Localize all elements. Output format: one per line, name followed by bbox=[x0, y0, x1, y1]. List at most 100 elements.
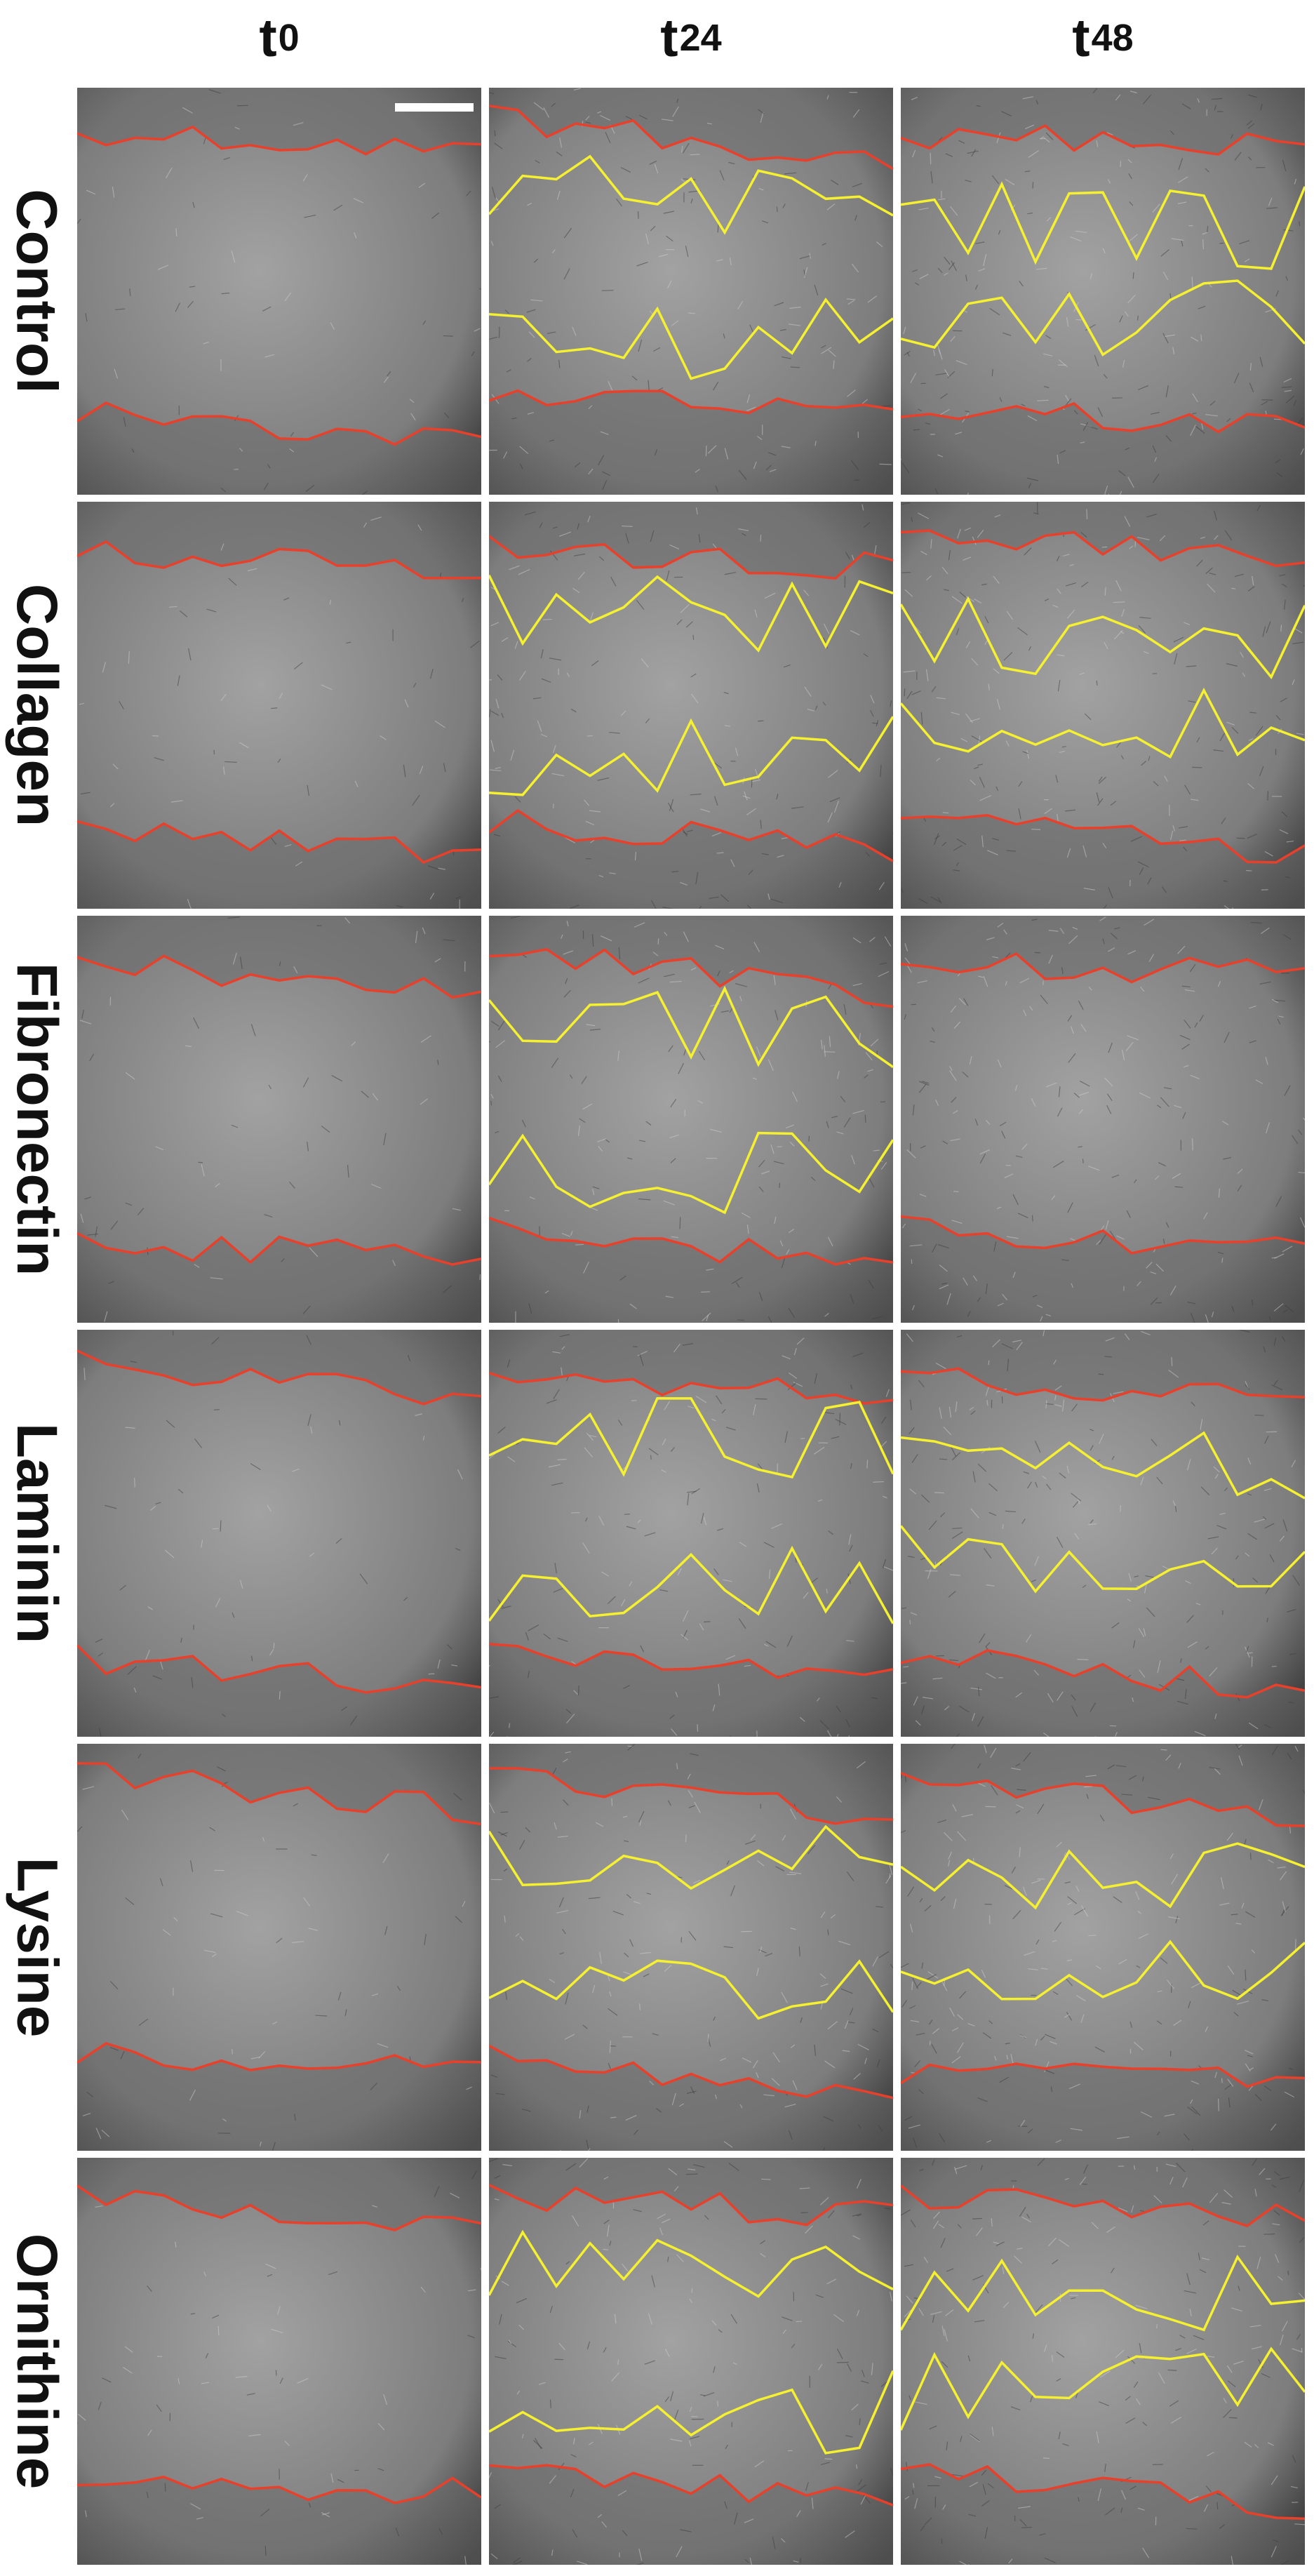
cell-texture bbox=[1014, 2255, 1022, 2264]
cell-texture bbox=[1209, 401, 1216, 406]
initial-edge-bottom bbox=[489, 2044, 893, 2100]
cell-texture bbox=[1120, 630, 1125, 634]
cell-texture bbox=[867, 295, 878, 303]
cell-texture bbox=[1059, 1472, 1066, 1479]
cell-texture bbox=[873, 1149, 880, 1152]
cell-texture bbox=[1279, 2335, 1284, 2346]
cell-texture bbox=[648, 1448, 659, 1455]
cell-texture bbox=[687, 1490, 697, 1493]
cell-texture bbox=[1220, 1877, 1224, 1890]
cell-texture bbox=[1146, 1262, 1153, 1269]
cell-texture bbox=[774, 302, 784, 307]
cell-texture bbox=[177, 2377, 180, 2384]
cell-texture bbox=[676, 2546, 683, 2558]
cell-texture bbox=[723, 2141, 733, 2148]
cell-texture bbox=[1043, 1330, 1045, 1337]
cell-texture bbox=[1152, 474, 1160, 483]
cell-texture bbox=[443, 763, 446, 773]
cell-monolayer-bottom bbox=[489, 390, 893, 495]
cell-texture bbox=[690, 967, 697, 971]
cell-texture bbox=[786, 1249, 790, 1255]
cell-texture bbox=[217, 2325, 220, 2336]
cell-texture bbox=[557, 1637, 568, 1642]
cell-texture bbox=[1117, 2136, 1129, 2140]
cell-texture bbox=[968, 2514, 976, 2517]
cell-texture bbox=[528, 331, 535, 338]
cell-texture bbox=[739, 2104, 743, 2109]
cell-texture bbox=[1187, 1301, 1196, 1304]
cell-texture bbox=[572, 2529, 578, 2538]
cell-texture bbox=[1110, 933, 1118, 940]
cell-monolayer-top bbox=[77, 916, 481, 998]
cell-texture bbox=[598, 1146, 603, 1152]
cell-texture bbox=[789, 307, 801, 309]
cell-texture bbox=[948, 1860, 951, 1867]
cell-texture bbox=[1265, 1587, 1270, 1594]
cell-texture bbox=[758, 109, 765, 114]
cell-texture bbox=[703, 1516, 707, 1526]
cell-texture bbox=[666, 235, 673, 242]
cell-texture bbox=[803, 1591, 809, 1599]
cell-texture bbox=[211, 1337, 220, 1344]
cell-texture bbox=[1235, 1555, 1239, 1560]
cell-texture bbox=[1102, 843, 1107, 848]
cell-texture bbox=[977, 1763, 981, 1769]
cell-texture bbox=[1282, 1901, 1287, 1912]
cell-texture bbox=[577, 571, 585, 580]
cell-texture bbox=[1261, 2373, 1271, 2378]
cell-texture bbox=[1045, 2069, 1055, 2074]
cell-texture bbox=[826, 203, 836, 211]
cell-texture bbox=[1227, 2380, 1236, 2387]
cell-texture bbox=[577, 1686, 579, 1695]
cell-texture bbox=[1154, 457, 1158, 462]
cell-texture bbox=[932, 1677, 943, 1680]
micrograph-fibronectin-t48 bbox=[901, 916, 1305, 1323]
cell-texture bbox=[1015, 1763, 1021, 1767]
cell-texture bbox=[985, 1387, 989, 1396]
cell-texture bbox=[756, 1046, 761, 1057]
cell-texture bbox=[1132, 1697, 1134, 1702]
cell-texture bbox=[1209, 572, 1216, 575]
cell-texture bbox=[787, 1382, 797, 1391]
cell-texture bbox=[1254, 2189, 1257, 2197]
cell-texture bbox=[1163, 1087, 1172, 1090]
cell-texture bbox=[1245, 2063, 1251, 2071]
cell-texture bbox=[963, 1277, 968, 1286]
cell-texture bbox=[944, 256, 951, 265]
cell-texture bbox=[170, 800, 183, 803]
cell-texture bbox=[549, 658, 562, 661]
cell-texture bbox=[1196, 737, 1200, 743]
cell-texture bbox=[1281, 2560, 1289, 2565]
cell-texture bbox=[222, 766, 225, 775]
cell-texture bbox=[852, 982, 862, 987]
cell-texture bbox=[856, 2179, 862, 2189]
cell-texture bbox=[1247, 834, 1257, 839]
cell-texture bbox=[584, 799, 589, 806]
cell-texture bbox=[686, 829, 693, 832]
cell-texture bbox=[1187, 2106, 1198, 2115]
cell-texture bbox=[865, 852, 871, 857]
cell-texture bbox=[930, 152, 932, 165]
initial-edge-bottom bbox=[77, 401, 481, 446]
cell-texture bbox=[526, 309, 536, 313]
cell-texture bbox=[558, 2342, 565, 2351]
cell-texture bbox=[605, 132, 611, 144]
cell-texture bbox=[1250, 921, 1262, 924]
cell-texture bbox=[1016, 1342, 1023, 1351]
cell-texture bbox=[295, 861, 303, 867]
cell-texture bbox=[504, 1916, 506, 1923]
cell-texture bbox=[491, 1020, 500, 1027]
cell-texture bbox=[1155, 1263, 1164, 1272]
cell-texture bbox=[723, 691, 729, 695]
cell-texture bbox=[836, 1131, 844, 1135]
cell-texture bbox=[95, 2128, 102, 2140]
cell-texture bbox=[499, 2314, 502, 2325]
cell-texture bbox=[622, 2530, 628, 2537]
cell-texture bbox=[1271, 2184, 1277, 2188]
cell-texture bbox=[636, 261, 648, 267]
cell-texture bbox=[77, 218, 81, 225]
cell-texture bbox=[880, 1162, 887, 1170]
cell-texture bbox=[1251, 1949, 1256, 1954]
cell-texture bbox=[1085, 1775, 1097, 1777]
